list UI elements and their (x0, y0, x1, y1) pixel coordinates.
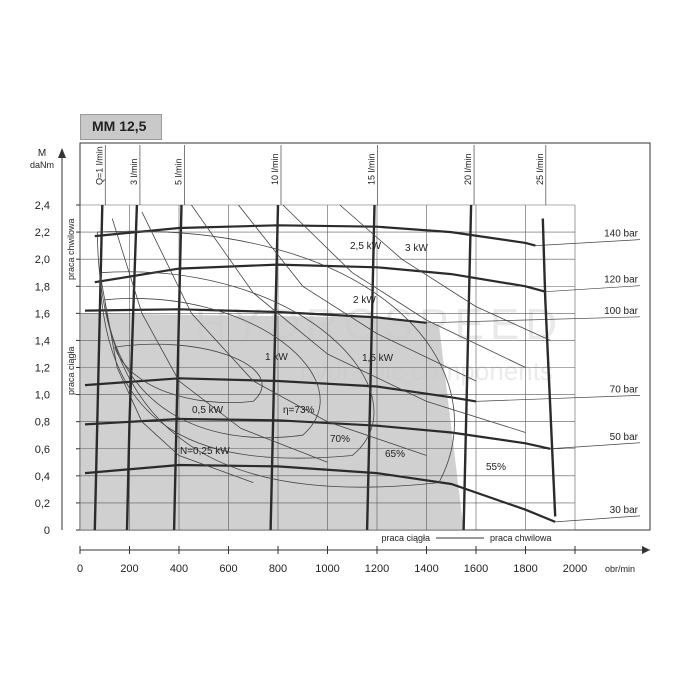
power-label: 1,5 kW (362, 353, 394, 364)
power-label: N=0,25 kW (180, 446, 230, 457)
pressure-label: 30 bar (610, 505, 639, 516)
x-tick-label: 400 (170, 563, 188, 575)
efficiency-label: 55% (486, 462, 506, 473)
x-tick-label: 1400 (414, 563, 438, 575)
y-tick-label: 0,2 (35, 498, 50, 510)
x-tick-label: 1800 (513, 563, 537, 575)
power-curve (141, 211, 427, 456)
y-tick-label: 1,0 (35, 390, 50, 402)
pressure-curve (94, 224, 536, 247)
y-tick-label: 1,6 (35, 308, 50, 320)
power-label: 2,5 kW (350, 241, 382, 252)
x-tick-label: 2000 (563, 563, 587, 575)
power-curve (282, 204, 526, 368)
y-tick-label: 0,8 (35, 417, 50, 429)
y-tick-label: 0,4 (35, 471, 50, 483)
y-tick-label: 0 (44, 525, 50, 537)
y-tick-label: 1,4 (35, 335, 50, 347)
y-tick-label: 1,8 (35, 281, 50, 293)
power-label: 0,5 kW (192, 405, 224, 416)
y-tick-label: 2,0 (35, 254, 50, 266)
efficiency-contour (99, 271, 375, 459)
flow-line (365, 204, 376, 531)
efficiency-contour (96, 230, 455, 488)
pressure-leader (475, 395, 641, 402)
x-tick-label: 0 (77, 563, 83, 575)
pressure-leader (535, 239, 641, 246)
x-tick-label: 1200 (365, 563, 389, 575)
y-tick-label: 2,4 (35, 200, 50, 212)
y-axis-label: M (38, 148, 46, 159)
x-axis-arrow (642, 546, 650, 554)
efficiency-label: η=73% (283, 405, 315, 416)
pressure-curve (84, 377, 477, 403)
pressure-leader (555, 515, 641, 523)
pressure-curve (84, 417, 551, 450)
flow-line (269, 204, 280, 531)
flow-line (172, 204, 183, 531)
flow-label: 5 l/min (173, 158, 183, 185)
pressure-curve (84, 308, 427, 324)
pressure-label: 120 bar (604, 275, 639, 286)
power-label: 3 kW (405, 243, 428, 254)
x-tick-label: 800 (269, 563, 287, 575)
flow-label: 20 l/min (463, 153, 473, 185)
power-curve (111, 218, 328, 463)
efficiency-label: 65% (385, 449, 405, 460)
pressure-leader (426, 316, 641, 324)
y-tick-label: 0,6 (35, 444, 50, 456)
x-zone-continuous: praca ciągła (381, 533, 430, 543)
power-curve (99, 272, 254, 483)
flow-line (462, 204, 473, 531)
pressure-label: 70 bar (610, 384, 639, 395)
flow-label: 10 l/min (270, 153, 280, 185)
efficiency-contour (114, 343, 263, 404)
x-tick-label: 600 (219, 563, 237, 575)
x-axis-label: obr/min (605, 564, 635, 574)
pressure-curve (94, 263, 546, 293)
power-curve (238, 204, 477, 382)
power-label: 2 kW (353, 295, 376, 306)
pressure-label: 100 bar (604, 306, 639, 317)
y-axis-arrow (58, 148, 66, 158)
flow-label: 3 l/min (129, 158, 139, 185)
y-tick-label: 2,2 (35, 227, 50, 239)
efficiency-contour (104, 298, 321, 439)
y-zone-intermittent: praca chwilowa (66, 218, 76, 280)
power-curve (339, 204, 551, 341)
x-tick-label: 1000 (315, 563, 339, 575)
y-axis-unit: daNm (30, 160, 54, 170)
x-tick-label: 1600 (464, 563, 488, 575)
power-label: 1 kW (265, 352, 288, 363)
power-curve (191, 204, 526, 433)
chart-title: MM 12,5 (92, 118, 147, 134)
x-zone-intermittent: praca chwilowa (490, 533, 552, 543)
pressure-leader (545, 285, 641, 293)
y-tick-label: 1,2 (35, 363, 50, 375)
x-tick-label: 200 (120, 563, 138, 575)
efficiency-label: 70% (330, 434, 350, 445)
flow-line (93, 204, 104, 531)
y-zone-continuous: praca ciągła (66, 346, 76, 395)
flow-label: 15 l/min (367, 153, 377, 185)
flow-line (125, 204, 139, 531)
flow-label: 25 l/min (535, 153, 545, 185)
pressure-label: 140 bar (604, 229, 639, 240)
pressure-label: 50 bar (610, 432, 639, 443)
pressure-curve (84, 463, 556, 523)
flow-label: Q=1 l/min (94, 146, 104, 185)
flow-line (541, 218, 557, 517)
pressure-leader (550, 442, 641, 450)
chart-title-box (80, 114, 162, 140)
